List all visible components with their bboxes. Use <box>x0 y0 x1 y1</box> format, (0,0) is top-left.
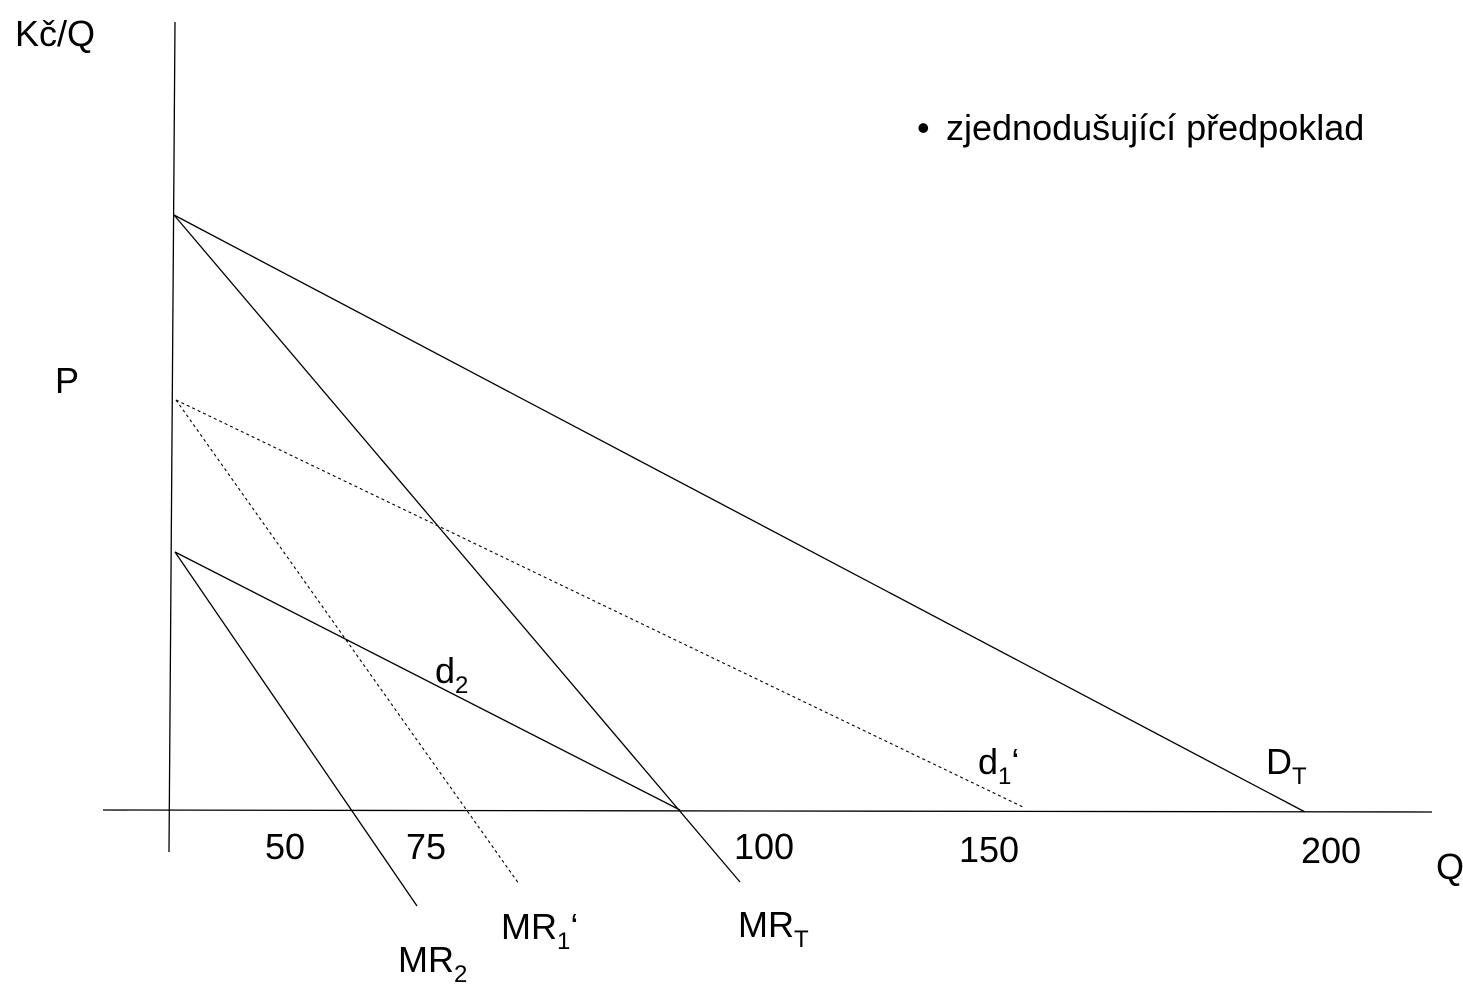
x-axis-label: Q <box>1436 846 1463 887</box>
note-text: zjednodušující předpoklad <box>946 107 1364 148</box>
d2-line <box>174 551 681 811</box>
x-tick-label: 75 <box>406 826 446 867</box>
mr-total-label: MRT <box>738 904 809 953</box>
x-tick-label: 200 <box>1301 830 1361 871</box>
note-bullet: • <box>917 107 930 148</box>
y-axis <box>168 21 176 853</box>
mr-total-line <box>173 214 741 883</box>
d1-prime-line <box>175 399 1024 808</box>
x-tick-label: 150 <box>959 829 1019 870</box>
demand-total-line <box>173 214 1306 813</box>
mr2-line <box>174 551 418 907</box>
x-tick-label: 50 <box>265 826 305 867</box>
mr1-prime-label: MR1‘ <box>501 906 578 955</box>
d1-prime-label: d1‘ <box>978 741 1019 790</box>
price-label: P <box>55 360 79 401</box>
demand-total-label: DT <box>1266 741 1307 790</box>
x-tick-label: 100 <box>734 826 794 867</box>
mr1-prime-line <box>175 399 520 885</box>
d2-label: d2 <box>435 650 468 699</box>
mr2-label: MR2 <box>398 939 467 988</box>
y-axis-label: Kč/Q <box>15 13 95 54</box>
x-axis <box>102 809 1433 813</box>
